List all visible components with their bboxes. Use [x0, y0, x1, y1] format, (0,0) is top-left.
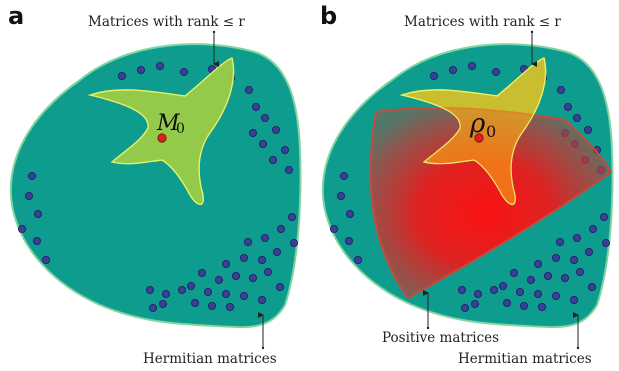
panel-a: a M 0 — [8, 2, 302, 367]
label-m0-subscript: 0 — [176, 121, 185, 137]
hermitian-region-a — [9, 43, 302, 329]
panel-b-letter: b — [320, 2, 337, 30]
label-rho0-symbol: ρ — [469, 109, 486, 139]
matrix-dots-a — [17, 62, 298, 312]
rank-region-a — [87, 57, 235, 206]
panel-a-letter: a — [8, 2, 24, 30]
arrow-hermitian-a-tail — [261, 346, 265, 350]
rank-positive-intersection-b — [399, 57, 547, 205]
arrow-rank-b-tail — [530, 30, 534, 34]
label-positive-b: Positive matrices — [382, 330, 499, 346]
label-rho0-subscript: 0 — [486, 122, 496, 141]
panel-b: b ρ 0 — [320, 2, 614, 367]
arrow-hermitian-b-tail — [576, 346, 580, 350]
arrow-positive-b-tail — [426, 326, 430, 330]
label-rank-b: Matrices with rank ≤ r — [404, 14, 561, 30]
point-m0 — [157, 133, 167, 143]
label-m0-symbol: M — [156, 111, 180, 136]
point-rho0 — [474, 133, 484, 143]
arrow-rank-a-tail — [212, 30, 216, 34]
label-hermitian-a: Hermitian matrices — [143, 351, 277, 367]
label-hermitian-b: Hermitian matrices — [458, 351, 592, 367]
label-rank-a: Matrices with rank ≤ r — [88, 14, 245, 30]
